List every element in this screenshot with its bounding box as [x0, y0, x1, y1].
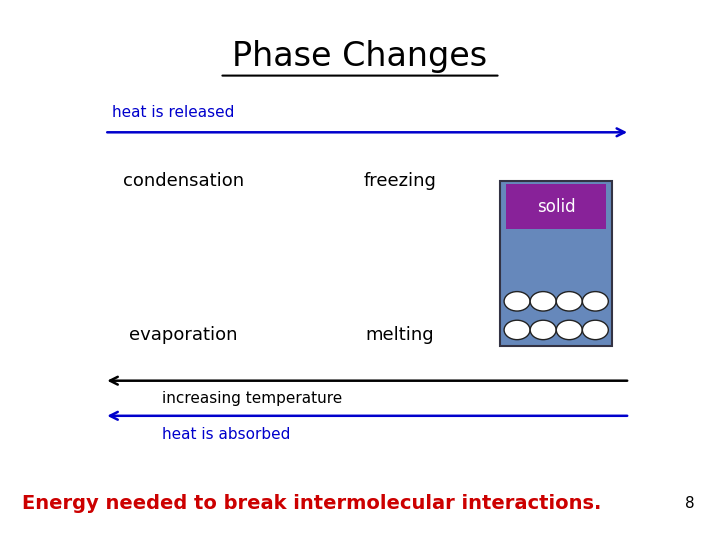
Text: heat is absorbed: heat is absorbed [162, 427, 290, 442]
Text: Phase Changes: Phase Changes [233, 40, 487, 73]
Text: Energy needed to break intermolecular interactions.: Energy needed to break intermolecular in… [22, 494, 601, 513]
Circle shape [530, 320, 556, 340]
Text: heat is released: heat is released [112, 105, 234, 120]
Text: increasing temperature: increasing temperature [162, 392, 342, 407]
Text: freezing: freezing [363, 172, 436, 190]
Bar [500, 181, 612, 346]
Text: evaporation: evaporation [130, 326, 238, 344]
Text: condensation: condensation [123, 172, 244, 190]
Circle shape [530, 292, 556, 311]
Bar [506, 184, 606, 230]
Text: melting: melting [365, 326, 434, 344]
Circle shape [557, 320, 582, 340]
Text: 8: 8 [685, 496, 695, 511]
Circle shape [582, 320, 608, 340]
Circle shape [582, 292, 608, 311]
Circle shape [557, 292, 582, 311]
Circle shape [504, 292, 530, 311]
Circle shape [504, 320, 530, 340]
Text: solid: solid [537, 198, 575, 215]
